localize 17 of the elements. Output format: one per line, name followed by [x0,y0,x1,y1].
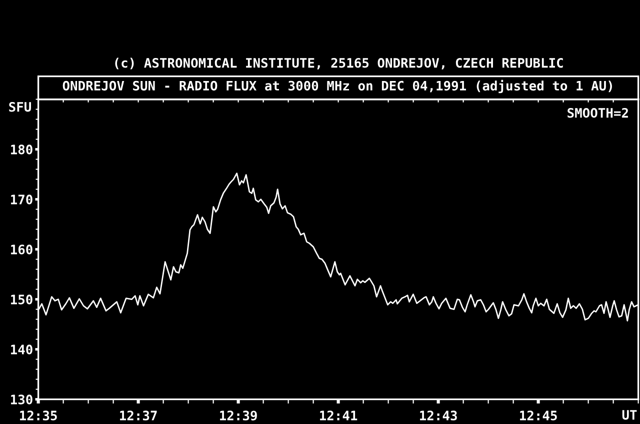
y-tick-label: 130 [11,394,32,404]
x-tick-label: 12:45 [520,410,557,420]
x-tick-label: 12:37 [120,410,157,420]
text: (c) ASTRONOMICAL INSTITUTE, 25165 ONDREJOV, CZECH REPUBLIC [115,58,563,70]
chart-title: ONDREJOV SUN - RADIO FLUX at 3000 MHz on DEC 04,1991 (adjusted to 1 AU) [62,80,612,94]
x-tick-label: 12:35 [20,410,57,420]
y-tick-label: 180 [11,144,32,154]
y-tick-label: 160 [11,244,32,254]
y-axis-title: SFU [9,102,31,112]
x-tick-label: 12:39 [220,410,257,420]
x-tick-label: 12:41 [320,410,358,420]
y-tick-label: 170 [11,194,32,204]
x-tick-label: 12:43 [420,410,457,420]
y-tick-label: 150 [11,294,32,304]
y-tick-label: 140 [11,344,32,354]
x-axis-title: UT [622,410,637,420]
annotation: SMOOTH=2 [568,108,628,118]
